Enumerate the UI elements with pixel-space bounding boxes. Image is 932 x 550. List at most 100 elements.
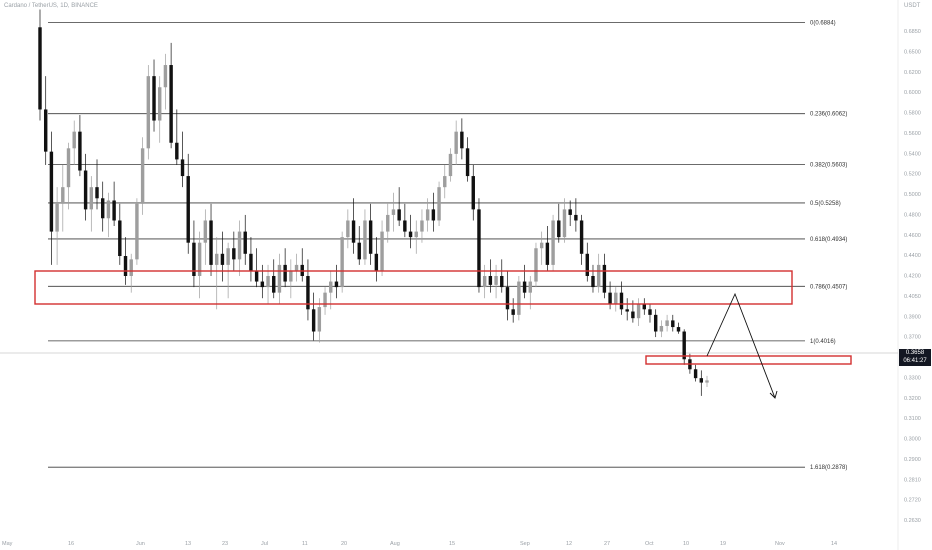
y-tick-label: 0.4600 (904, 233, 921, 239)
candle-body (682, 331, 686, 360)
candle-body (608, 292, 612, 304)
candle (391, 192, 396, 232)
candle-body (334, 281, 339, 288)
candle (243, 214, 247, 265)
candle (676, 322, 681, 334)
candle (294, 253, 299, 282)
candle-body (289, 270, 293, 282)
candle-body (397, 209, 401, 221)
y-tick-label: 0.2720 (904, 498, 921, 504)
candle (454, 120, 458, 165)
candlestick-series (38, 9, 709, 396)
candle (329, 270, 333, 310)
x-tick-label: May (2, 541, 13, 547)
candle-body (38, 27, 42, 110)
candle-body (140, 148, 145, 204)
candle (636, 298, 641, 326)
candle (448, 148, 453, 182)
y-tick-label: 0.6850 (904, 29, 921, 35)
candle-body (163, 65, 168, 88)
candle (38, 9, 42, 121)
y-tick-label: 0.2810 (904, 477, 921, 483)
support-zone-upper (34, 270, 793, 305)
candle (557, 203, 561, 243)
candle (374, 237, 379, 282)
currency-unit: USDT (904, 3, 921, 9)
candle-body (574, 214, 578, 221)
candle (665, 314, 669, 332)
candle-body (460, 131, 464, 149)
candle-body (625, 309, 629, 312)
candle-body (648, 309, 652, 315)
candle-body (146, 76, 151, 149)
candle-body (488, 276, 493, 285)
candle-body (585, 253, 589, 277)
candle (614, 287, 618, 312)
candle-body (500, 276, 504, 288)
candle (574, 198, 578, 232)
y-tick-label: 0.3100 (904, 416, 921, 422)
candle-body (169, 65, 173, 143)
x-tick-label: Jun (136, 541, 145, 547)
candle (539, 231, 544, 265)
current-price-value: 0.3658 (905, 350, 925, 356)
y-tick-label: 0.5200 (904, 172, 921, 178)
candle-body (380, 231, 384, 271)
candle-body (557, 220, 561, 238)
projection-arrow-icon (769, 390, 778, 399)
candle-body (294, 264, 299, 271)
candle (140, 137, 145, 215)
candle-body (260, 281, 265, 288)
candle-body (539, 242, 544, 249)
candle (346, 209, 350, 249)
fib-label-3: 0.5(0.5258) (810, 201, 841, 207)
candle (505, 270, 510, 321)
candle-body (152, 76, 156, 121)
candle (106, 192, 111, 238)
candle (260, 264, 265, 299)
candle-body (323, 292, 327, 308)
candle (203, 209, 208, 265)
candle-body (95, 187, 99, 199)
y-tick-label: 0.2900 (904, 457, 921, 463)
y-tick-label: 0.3000 (904, 437, 921, 443)
candle (653, 309, 658, 338)
y-tick-label: 0.5800 (904, 111, 921, 117)
candle-body (232, 248, 236, 260)
candle (414, 220, 418, 254)
candle (158, 76, 162, 143)
candle-body (562, 209, 567, 238)
candle (83, 153, 88, 221)
candle-body (619, 292, 624, 310)
candle-body (465, 148, 470, 177)
candle (146, 65, 151, 160)
candle (100, 181, 105, 232)
candle-body (482, 276, 487, 288)
x-tick-label: 23 (222, 541, 228, 547)
candle-body (477, 209, 481, 288)
candle (460, 118, 464, 160)
candle-body (266, 276, 270, 288)
candle (334, 264, 339, 299)
candle-body (55, 203, 59, 232)
candle-body (72, 131, 76, 149)
candle-body (534, 248, 538, 282)
candle (648, 303, 652, 323)
candle-body (158, 87, 162, 121)
current-price-tag: 0.3658 06:41:27 (899, 349, 931, 366)
fib-label-7: 1.618(0.2878) (810, 465, 847, 471)
y-axis: 0.6850 0.6500 0.6200 0.6000 0.5800 0.5600 0.54… (904, 29, 921, 524)
candle-body (351, 220, 356, 243)
candle (488, 259, 493, 293)
candle-body (636, 303, 641, 319)
candle (602, 253, 607, 299)
x-tick-label: Nov (775, 541, 785, 547)
candle (511, 298, 515, 323)
candle (579, 214, 584, 265)
candle (186, 153, 190, 254)
candle-body (180, 159, 185, 177)
candle (494, 264, 498, 299)
candle-body (186, 176, 190, 243)
y-tick-label: 0.6000 (904, 90, 921, 96)
